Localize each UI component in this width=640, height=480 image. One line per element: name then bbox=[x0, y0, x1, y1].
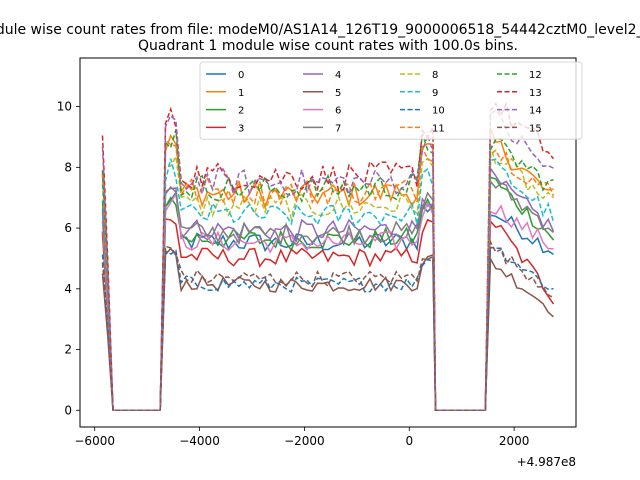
series-layer bbox=[101, 101, 555, 412]
y-tick-label: 4 bbox=[64, 282, 72, 296]
y-tick-label: 2 bbox=[64, 343, 72, 357]
legend-label: 14 bbox=[529, 106, 542, 117]
figure-suptitle: Quadrant 1 module wise count rates from … bbox=[0, 22, 640, 38]
legend-frame bbox=[199, 61, 583, 140]
series-line bbox=[101, 176, 555, 412]
series-line bbox=[101, 247, 554, 412]
legend-label: 9 bbox=[432, 88, 438, 99]
series-line bbox=[101, 166, 555, 412]
x-offset-text: +4.987e8 bbox=[517, 455, 576, 469]
legend-label: 1 bbox=[238, 88, 244, 99]
legend-label: 7 bbox=[335, 123, 341, 134]
series-line bbox=[101, 129, 554, 412]
y-tick-label: 6 bbox=[64, 221, 72, 235]
legend-label: 8 bbox=[432, 70, 438, 81]
legend-label: 15 bbox=[529, 123, 542, 134]
legend-label: 12 bbox=[529, 70, 542, 81]
legend-label: 4 bbox=[335, 70, 341, 81]
legend-label: 3 bbox=[238, 123, 244, 134]
y-tick-label: 10 bbox=[57, 100, 72, 114]
plot-frame bbox=[79, 57, 577, 428]
y-tick-label: 0 bbox=[64, 403, 72, 417]
legend-label: 6 bbox=[335, 106, 341, 117]
x-tick-label: −6000 bbox=[74, 434, 115, 448]
series-line bbox=[101, 158, 555, 412]
legend-label: 10 bbox=[432, 106, 445, 117]
x-tick-label: 0 bbox=[405, 434, 413, 448]
chart-title: Quadrant 1 module wise count rates with … bbox=[138, 38, 518, 54]
legend-label: 5 bbox=[335, 88, 341, 99]
y-axis: 0 2 4 6 8 10 bbox=[57, 100, 80, 417]
legend-label: 0 bbox=[238, 70, 244, 81]
series-line bbox=[101, 179, 554, 412]
series-line bbox=[101, 218, 555, 412]
x-tick-label: −4000 bbox=[179, 434, 220, 448]
series-line bbox=[101, 145, 555, 412]
x-tick-label: 2000 bbox=[499, 434, 530, 448]
series-line bbox=[101, 239, 554, 412]
legend-label: 13 bbox=[529, 88, 542, 99]
legend-label: 11 bbox=[432, 123, 445, 134]
series-line bbox=[101, 246, 554, 412]
legend-label: 2 bbox=[238, 106, 244, 117]
series-line bbox=[101, 191, 554, 412]
x-tick-label: −2000 bbox=[284, 434, 325, 448]
x-axis: −6000 −4000 −2000 0 2000 bbox=[74, 427, 529, 448]
y-tick-label: 8 bbox=[64, 160, 72, 174]
